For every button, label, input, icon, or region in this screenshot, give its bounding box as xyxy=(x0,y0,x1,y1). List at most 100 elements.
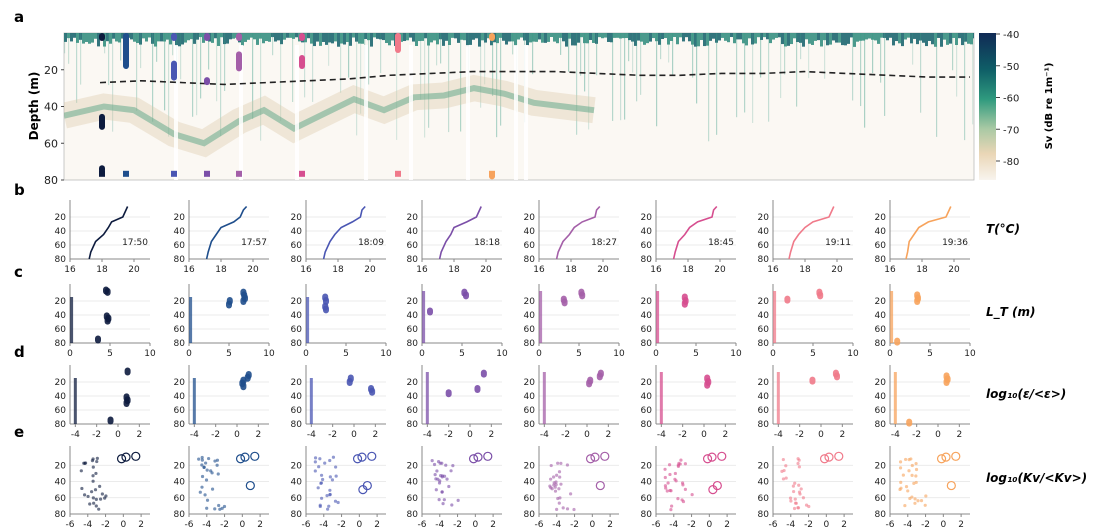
x-tick-label: -4 xyxy=(202,520,211,530)
x-tick-label: 20 xyxy=(714,265,726,275)
y-tick-label: 80 xyxy=(407,339,419,349)
echo-streak xyxy=(480,33,482,108)
kv-point xyxy=(447,484,451,489)
kv-point xyxy=(100,492,104,496)
y-tick-label: 60 xyxy=(291,494,303,504)
echo-streak xyxy=(824,33,826,79)
echo-surface-cell xyxy=(193,33,196,44)
station-marker-deep xyxy=(99,165,105,174)
baseline-bar xyxy=(773,291,777,343)
kv-overturn-circle xyxy=(824,452,834,462)
kv-point xyxy=(898,460,903,464)
kv-point xyxy=(328,458,332,463)
echo-surface-cell xyxy=(163,33,166,42)
echo-surface-cell xyxy=(379,33,382,40)
x-tick-label: -4 xyxy=(435,520,444,530)
y-tick-label: 40 xyxy=(291,311,303,321)
kv-overturn-circle xyxy=(357,452,367,462)
echo-surface-cell xyxy=(307,33,310,39)
x-tick-label: 0 xyxy=(706,520,712,530)
baseline-bar xyxy=(73,378,77,424)
y-tick-label: 40 xyxy=(524,478,536,488)
echo-surface-cell xyxy=(817,33,820,41)
kv-point xyxy=(104,494,108,498)
echo-surface-cell xyxy=(652,33,655,39)
row-label-dissipation: log₁₀(ε/<ε>) xyxy=(986,387,1066,401)
echo-surface-cell xyxy=(496,33,499,44)
x-tick-label: -2 xyxy=(561,430,570,440)
kv-overturn-circle xyxy=(707,452,717,462)
echo-surface-cell xyxy=(691,33,694,45)
profile-plot: 20 40 60 80 -4 -2 0 2 xyxy=(55,365,150,440)
echo-surface-cell xyxy=(550,33,553,38)
echo-surface-cell xyxy=(79,33,82,40)
echo-surface-cell xyxy=(721,33,724,38)
echo-surface-cell xyxy=(586,33,589,44)
temperature-profile xyxy=(322,205,366,260)
echo-surface-cell xyxy=(106,33,109,42)
echo-surface-cell xyxy=(664,33,667,39)
echo-streak xyxy=(912,33,914,65)
y-tick-label: 20 xyxy=(524,213,536,223)
station-marker-top xyxy=(171,33,177,41)
x-tick-label: 10 xyxy=(496,349,508,359)
x-tick-label: -4 xyxy=(774,430,783,440)
x-tick-label: -4 xyxy=(786,520,795,530)
y-tick-label: 40 xyxy=(524,392,536,402)
kv-point xyxy=(903,503,907,508)
x-tick-label: 16 xyxy=(533,265,545,275)
y-tick-label: 20 xyxy=(291,297,303,307)
x-tick-label: 2 xyxy=(138,520,144,530)
x-tick-label: -6 xyxy=(418,520,427,530)
y-tick-label: 80 xyxy=(291,255,303,265)
echo-surface-cell xyxy=(451,33,454,38)
kv-point xyxy=(210,471,214,475)
x-tick-label: 0 xyxy=(701,430,707,440)
echo-surface-cell xyxy=(955,33,958,45)
x-tick-label: -2 xyxy=(570,520,579,530)
echo-surface-cell xyxy=(889,33,892,38)
x-tick-label: 10 xyxy=(144,349,156,359)
y-tick-label: 80 xyxy=(174,339,186,349)
x-tick-label: 0 xyxy=(818,430,824,440)
echo-surface-cell xyxy=(943,33,946,40)
y-tick-label: 80 xyxy=(524,420,536,430)
echo-streak xyxy=(800,33,802,60)
echo-streak xyxy=(808,33,810,79)
echo-surface-cell xyxy=(757,33,760,38)
kv-point xyxy=(781,457,785,462)
kv-point xyxy=(88,502,92,506)
echo-surface-cell xyxy=(412,33,415,42)
kv-point xyxy=(572,507,576,512)
echo-surface-cell xyxy=(538,33,541,40)
echo-streak xyxy=(864,33,866,128)
overturn-marker xyxy=(474,385,481,393)
echo-surface-cell xyxy=(595,33,598,44)
echo-surface-cell xyxy=(94,33,97,39)
kv-point xyxy=(318,504,322,509)
x-tick-label: 0 xyxy=(120,520,126,530)
x-tick-label: 16 xyxy=(64,265,76,275)
y-tick-label: 60 xyxy=(758,241,770,251)
y-tick-label: 40 xyxy=(875,392,887,402)
echo-surface-cell xyxy=(655,33,658,42)
echo-streak xyxy=(784,33,786,75)
kv-point xyxy=(923,503,927,507)
echo-surface-cell xyxy=(727,33,730,43)
echo-surface-cell xyxy=(73,33,76,38)
y-tick-label: 20 xyxy=(641,378,653,388)
x-tick-label: 2 xyxy=(257,520,263,530)
temperature-profile xyxy=(672,205,718,260)
echo-surface-cell xyxy=(778,33,781,38)
profile-plot: 20 40 60 80 -4 -2 0 2 xyxy=(174,365,269,440)
echo-surface-cell xyxy=(349,33,352,46)
overturn-marker xyxy=(104,287,111,296)
y-tick-label: 80 xyxy=(524,255,536,265)
x-tick-label: -4 xyxy=(669,520,678,530)
kv-point xyxy=(86,494,90,499)
echo-surface-cell xyxy=(604,33,607,38)
kv-point xyxy=(801,496,805,500)
echo-surface-cell xyxy=(844,33,847,46)
kv-point xyxy=(797,490,802,494)
